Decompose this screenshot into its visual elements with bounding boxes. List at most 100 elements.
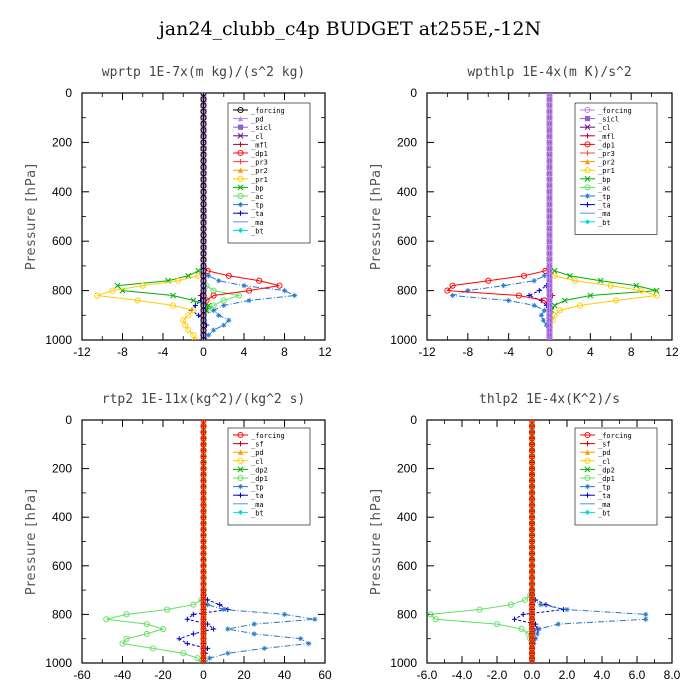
- y-tick-label: 1000: [45, 333, 72, 347]
- x-tick-label: 12: [665, 345, 679, 359]
- legend-entry: _bt: [251, 509, 264, 517]
- data-point: [185, 312, 192, 319]
- legend-box: [574, 427, 658, 526]
- data-point: [432, 616, 439, 623]
- y-axis-label: Pressure [hPa]: [24, 488, 39, 595]
- data-point: [184, 616, 190, 622]
- legend-entry: _sicl: [598, 116, 619, 124]
- y-tick-label: 600: [52, 234, 72, 248]
- data-point: [528, 471, 536, 478]
- panel-wpthlp: wpthlp 1E-4x(m K)/s^2 Pressure [hPa] -12 -8…: [369, 65, 679, 359]
- data-point: [200, 423, 207, 430]
- data-point: [210, 292, 217, 299]
- series-line: [116, 93, 210, 340]
- data-point: [306, 640, 312, 647]
- data-point: [200, 514, 207, 521]
- data-point: [528, 508, 536, 515]
- data-point: [200, 201, 207, 208]
- data-point: [200, 102, 207, 109]
- data-point: [528, 526, 536, 533]
- data-point: [528, 550, 536, 557]
- legend-entry: _forcing: [598, 107, 632, 115]
- data-point: [546, 201, 553, 208]
- data-point: [204, 602, 211, 608]
- legend-entry: _forcing: [251, 432, 285, 440]
- y-tick-label: 1000: [45, 656, 72, 670]
- legend-entry: _dp2: [251, 466, 268, 474]
- y-tick-label: 1000: [390, 333, 417, 347]
- data-point: [200, 447, 207, 454]
- data-point: [175, 277, 182, 284]
- data-point: [216, 312, 222, 318]
- legend-entry: _bp: [251, 184, 264, 192]
- legend-marker: [237, 474, 244, 482]
- data-point: [528, 477, 536, 484]
- legend-entry: _tp: [598, 484, 611, 492]
- legend-entry: _pr3: [598, 150, 615, 158]
- data-point: [211, 327, 217, 333]
- data-point: [541, 273, 547, 279]
- legend-marker: [584, 106, 591, 114]
- legend-marker: [237, 202, 244, 208]
- data-point: [528, 514, 536, 521]
- data-point: [200, 250, 207, 257]
- x-tick-label: 0: [200, 345, 207, 359]
- data-point: [546, 108, 553, 115]
- data-point: [211, 307, 217, 313]
- data-point: [528, 562, 536, 569]
- x-tick-label: 8: [628, 345, 635, 359]
- x-tick-label: 0: [200, 668, 207, 682]
- panel-wprtp: wprtp 1E-7x(m kg)/(s^2 kg) Pressure [hPa]…: [24, 65, 332, 359]
- data-point: [217, 602, 223, 608]
- data-point: [190, 297, 197, 304]
- legend-marker: [584, 193, 591, 199]
- data-point: [200, 157, 207, 164]
- legend-entry: _pd: [598, 449, 611, 457]
- data-point: [190, 631, 196, 637]
- data-point: [528, 420, 536, 424]
- legend-marker: [584, 509, 591, 515]
- data-point: [180, 317, 187, 324]
- data-point: [200, 453, 207, 460]
- data-point: [205, 302, 212, 309]
- legend-entry: _ma: [598, 210, 611, 218]
- data-point: [607, 282, 614, 289]
- data-point: [261, 645, 267, 652]
- data-point: [200, 194, 207, 202]
- legend-marker: [584, 167, 591, 174]
- panel-title: rtp2 1E-11x(kg^2)/(kg^2 s): [102, 392, 306, 407]
- data-point: [200, 120, 207, 127]
- data-point: [200, 441, 207, 448]
- data-point: [427, 611, 434, 618]
- x-tick-label: -8: [462, 345, 473, 359]
- data-point: [200, 336, 207, 340]
- data-point: [546, 145, 553, 152]
- data-point: [210, 302, 217, 309]
- data-point: [251, 621, 257, 627]
- data-point: [225, 626, 231, 632]
- legend-entry: _dp1: [598, 141, 615, 149]
- data-point: [103, 616, 110, 623]
- legend-marker: [237, 184, 244, 191]
- series-line: [97, 93, 204, 340]
- legend-marker: [237, 484, 244, 490]
- legend-entry: _pd: [251, 116, 264, 124]
- data-point: [94, 292, 101, 299]
- data-point: [528, 483, 536, 490]
- data-point: [170, 292, 177, 299]
- legend-entry: _sf: [251, 441, 264, 449]
- legend-entry: _bt: [598, 219, 611, 227]
- data-point: [200, 538, 207, 545]
- data-point: [200, 225, 207, 232]
- legend-marker: [584, 441, 591, 447]
- x-tick-label: -2.0: [487, 668, 508, 682]
- data-point: [194, 655, 201, 662]
- data-point: [200, 182, 207, 189]
- y-tick-label: 800: [397, 284, 417, 298]
- legend-marker: [584, 484, 591, 490]
- data-point: [541, 307, 547, 313]
- x-tick-label: 8: [281, 345, 288, 359]
- data-point: [200, 127, 207, 134]
- legend-entry: _ta: [251, 210, 264, 218]
- data-point: [200, 114, 207, 121]
